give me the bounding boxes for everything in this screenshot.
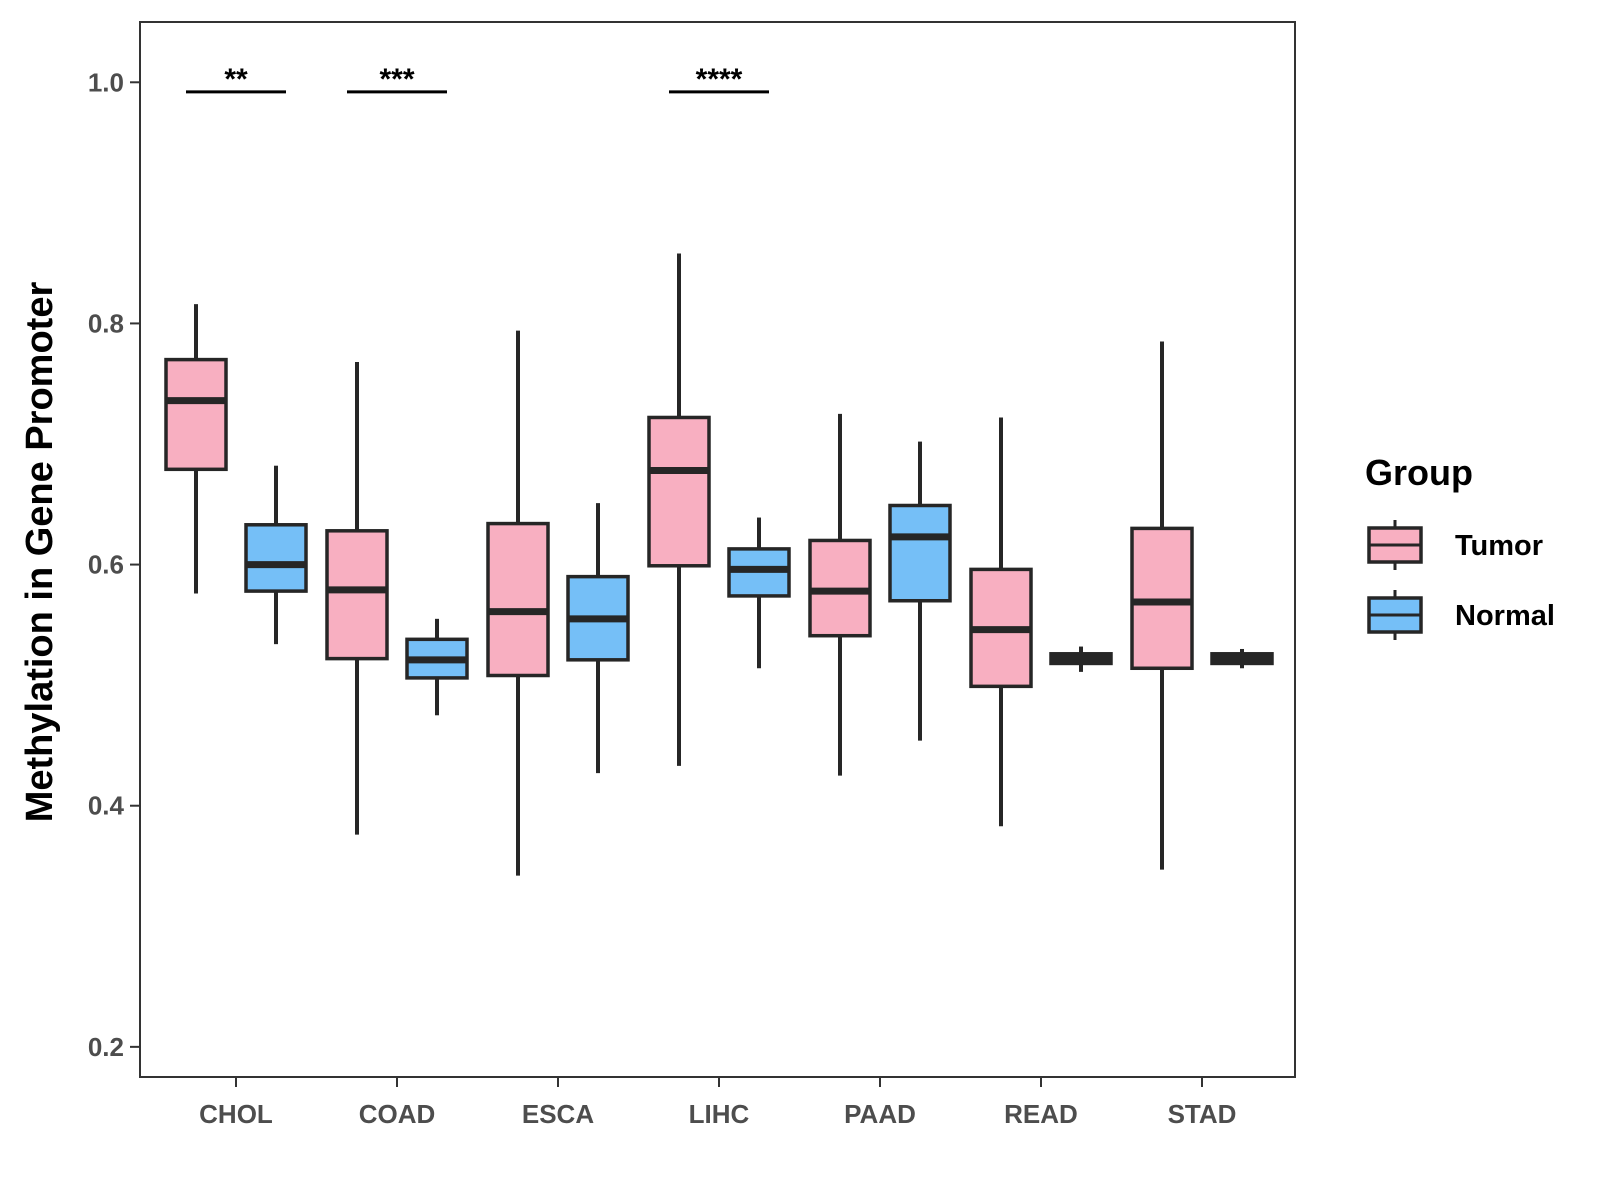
box-tumor-chol [164, 304, 228, 594]
y-tick-label: 0.2 [88, 1032, 124, 1062]
box-normal-read [1049, 646, 1113, 672]
plot-panel-border [139, 21, 1296, 1078]
box-normal-paad [888, 441, 952, 741]
box-normal-coad [405, 618, 469, 716]
x-tick-label: READ [1004, 1099, 1078, 1129]
significance-chol: ** [186, 63, 286, 96]
iqr-box [1130, 526, 1194, 671]
legend-item-tumor: Tumor [1367, 520, 1543, 570]
box-normal-lihc [727, 517, 791, 669]
box-tumor-read [969, 417, 1033, 827]
legend-item-normal: Normal [1367, 590, 1555, 640]
box-normal-esca [566, 503, 630, 774]
x-tick-label: COAD [359, 1099, 436, 1129]
iqr-box [647, 415, 711, 568]
significance-label: *** [379, 63, 414, 96]
iqr-box [888, 503, 952, 603]
box-tumor-lihc [647, 253, 711, 766]
box-tumor-stad [1130, 341, 1194, 870]
plot-layer: ** *** **** [164, 63, 1274, 876]
legend: Group Tumor Normal [1365, 452, 1555, 640]
box-tumor-paad [808, 413, 872, 776]
iqr-box [325, 529, 389, 661]
x-tick-label: PAAD [844, 1099, 916, 1129]
iqr-box [164, 357, 228, 472]
x-tick-label: CHOL [199, 1099, 273, 1129]
box-normal-stad [1210, 648, 1274, 669]
significance-label: ** [224, 63, 248, 96]
y-axis-title: Methylation in Gene Promoter [19, 282, 61, 823]
x-tick-label: LIHC [689, 1099, 750, 1129]
iqr-box [486, 521, 550, 678]
y-tick-label: 0.4 [88, 791, 125, 821]
y-tick-label: 0.6 [88, 550, 124, 580]
legend-label: Tumor [1455, 530, 1543, 562]
x-tick-label: ESCA [522, 1099, 594, 1129]
legend-title: Group [1365, 452, 1473, 493]
y-tick-label: 0.8 [88, 308, 124, 338]
significance-coad: *** [347, 63, 447, 96]
iqr-box [244, 523, 308, 593]
y-tick-label: 1.0 [88, 67, 124, 97]
box-normal-chol [244, 465, 308, 645]
box-tumor-esca [486, 330, 550, 876]
significance-lihc: **** [669, 63, 769, 96]
axis-layer: 0.2 0.4 0.6 0.8 1.0 CHOL COAD ESCA LIHC PAAD READ S… [88, 67, 1237, 1129]
box-tumor-coad [325, 362, 389, 835]
legend-label: Normal [1455, 600, 1555, 632]
significance-label: **** [696, 63, 743, 96]
x-tick-label: STAD [1168, 1099, 1237, 1129]
